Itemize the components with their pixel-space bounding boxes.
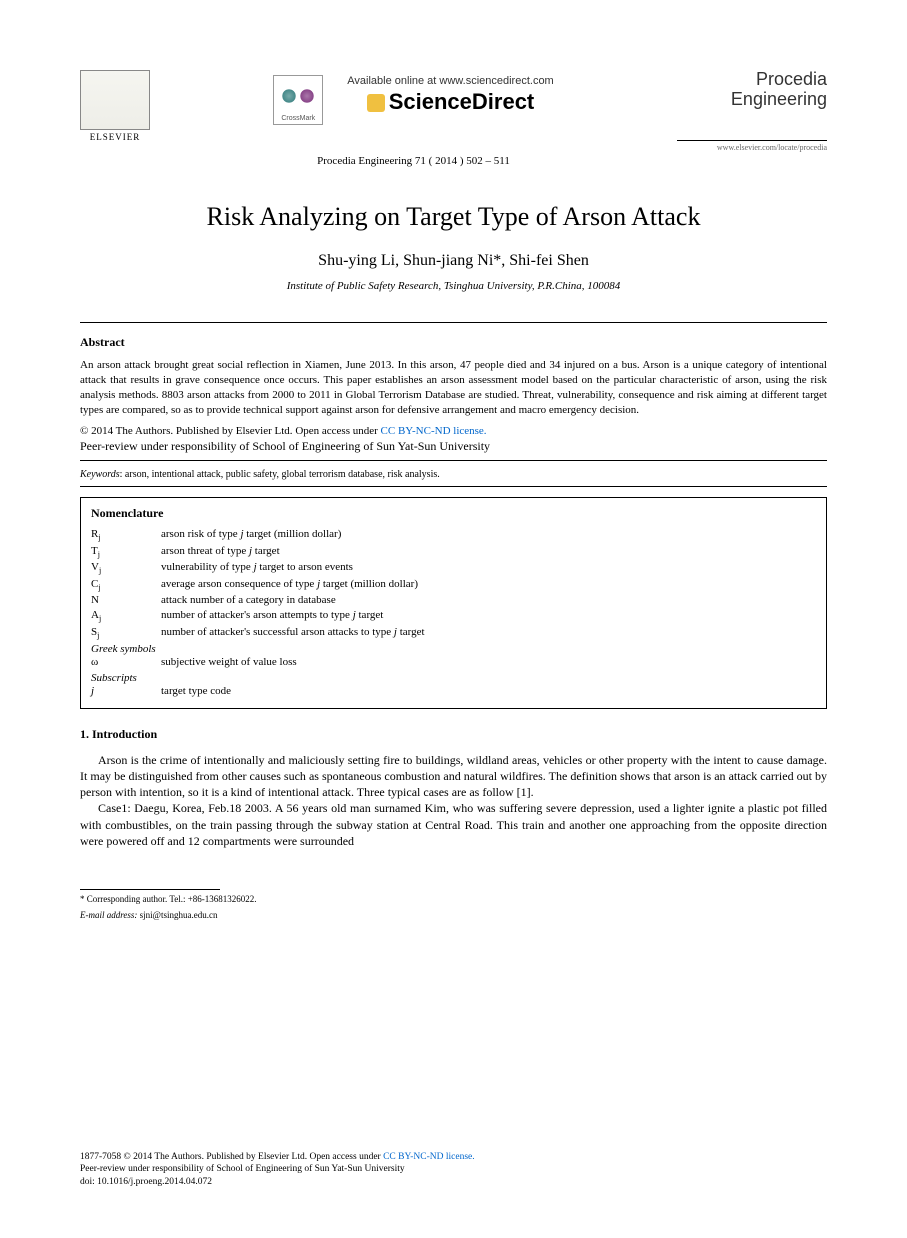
nomenclature-row: Nattack number of a category in database [91,593,816,608]
greek-symbols-heading: Greek symbols [91,643,816,655]
divider [80,322,827,323]
email-label: E-mail address: [80,910,137,920]
bottom-copyright-block: 1877-7058 © 2014 The Authors. Published … [80,1151,827,1188]
nomenclature-description: target type code [161,684,816,699]
nomenclature-symbol: Sj [91,625,161,641]
journal-title-line1: Procedia [677,70,827,90]
crossmark-badge[interactable]: CrossMark [273,75,323,125]
available-online-text: Available online at www.sciencedirect.co… [347,75,553,87]
nomenclature-items: Rjarson risk of type j target (million d… [91,527,816,641]
nomenclature-symbol: j [91,684,161,699]
citation-line: Procedia Engineering 71 ( 2014 ) 502 – 5… [150,155,677,167]
intro-paragraph-2: Case1: Daegu, Korea, Feb.18 2003. A 56 y… [80,800,827,849]
email-address: sjni@tsinghua.edu.cn [137,910,217,920]
nomenclature-symbol: Aj [91,608,161,624]
journal-box: Procedia Engineering www.elsevier.com/lo… [677,70,827,152]
email-footnote: E-mail address: sjni@tsinghua.edu.cn [80,910,827,922]
bottom-peer-review: Peer-review under responsibility of Scho… [80,1163,827,1175]
keywords-line: Keywords: arson, intentional attack, pub… [80,469,827,480]
nomenclature-description: average arson consequence of type j targ… [161,577,816,593]
sciencedirect-icon [367,94,385,112]
elsevier-logo: ELSEVIER [80,70,150,150]
footnote-divider [80,889,220,890]
nomenclature-box: Nomenclature Rjarson risk of type j targ… [80,497,827,708]
crossmark-label: CrossMark [274,115,322,122]
nomenclature-symbol: Vj [91,560,161,576]
nomenclature-row: Ajnumber of attacker's arson attempts to… [91,608,816,624]
journal-title-line2: Engineering [677,90,827,110]
subscripts-heading: Subscripts [91,672,816,684]
copyright-prefix: © 2014 The Authors. Published by Elsevie… [80,425,295,437]
nomenclature-description: subjective weight of value loss [161,655,816,670]
introduction-heading: 1. Introduction [80,727,827,742]
corresponding-author-footnote: * Corresponding author. Tel.: +86-136813… [80,894,827,906]
nomenclature-row: Cjaverage arson consequence of type j ta… [91,577,816,593]
nomenclature-description: number of attacker's arson attempts to t… [161,608,816,624]
nomenclature-row: Rjarson risk of type j target (million d… [91,527,816,543]
abstract-heading: Abstract [80,335,827,350]
intro-paragraph-1: Arson is the crime of intentionally and … [80,752,827,801]
nomenclature-greek-items: ωsubjective weight of value loss [91,655,816,670]
nomenclature-description: arson threat of type j target [161,544,816,560]
license-link[interactable]: CC BY-NC-ND license. [381,425,487,437]
elsevier-tree-icon [80,70,150,130]
nomenclature-symbol: N [91,593,161,608]
sciencedirect-logo: ScienceDirect [347,89,553,115]
nomenclature-description: attack number of a category in database [161,593,816,608]
platform-name: ScienceDirect [389,89,535,114]
abstract-text: An arson attack brought great social ref… [80,358,827,417]
nomenclature-row: ωsubjective weight of value loss [91,655,816,670]
nomenclature-row: Tjarson threat of type j target [91,544,816,560]
nomenclature-symbol: Rj [91,527,161,543]
nomenclature-subscript-items: jtarget type code [91,684,816,699]
nomenclature-description: vulnerability of type j target to arson … [161,560,816,576]
publisher-name: ELSEVIER [80,132,150,142]
issn-text: 1877-7058 © 2014 The Authors. Published … [80,1152,309,1162]
nomenclature-row: Sjnumber of attacker's successful arson … [91,625,816,641]
bottom-license-link[interactable]: CC BY-NC-ND license. [383,1152,475,1162]
journal-url: www.elsevier.com/locate/procedia [677,140,827,152]
peer-review-line: Peer-review under responsibility of Scho… [80,439,827,454]
copyright-line: © 2014 The Authors. Published by Elsevie… [80,425,827,437]
nomenclature-row: jtarget type code [91,684,816,699]
bottom-open-access: Open access under [309,1152,383,1162]
affiliation: Institute of Public Safety Research, Tsi… [80,280,827,292]
nomenclature-description: number of attacker's successful arson at… [161,625,816,641]
nomenclature-description: arson risk of type j target (million dol… [161,527,816,543]
nomenclature-symbol: ω [91,655,161,670]
nomenclature-symbol: Cj [91,577,161,593]
nomenclature-row: Vjvulnerability of type j target to arso… [91,560,816,576]
paper-title: Risk Analyzing on Target Type of Arson A… [80,202,827,232]
authors-line: Shu-ying Li, Shun-jiang Ni*, Shi-fei She… [80,252,827,270]
doi-line: doi: 10.1016/j.proeng.2014.04.072 [80,1176,827,1188]
keywords-label: Keywords [80,469,120,480]
keywords-text: : arson, intentional attack, public safe… [120,469,440,480]
divider [80,486,827,487]
open-access-text: Open access under [295,425,380,437]
nomenclature-symbol: Tj [91,544,161,560]
bottom-issn-line: 1877-7058 © 2014 The Authors. Published … [80,1151,827,1163]
divider [80,460,827,461]
center-header: CrossMark Available online at www.scienc… [150,70,677,167]
header-row: ELSEVIER CrossMark Available online at w… [80,70,827,167]
nomenclature-heading: Nomenclature [91,506,816,521]
